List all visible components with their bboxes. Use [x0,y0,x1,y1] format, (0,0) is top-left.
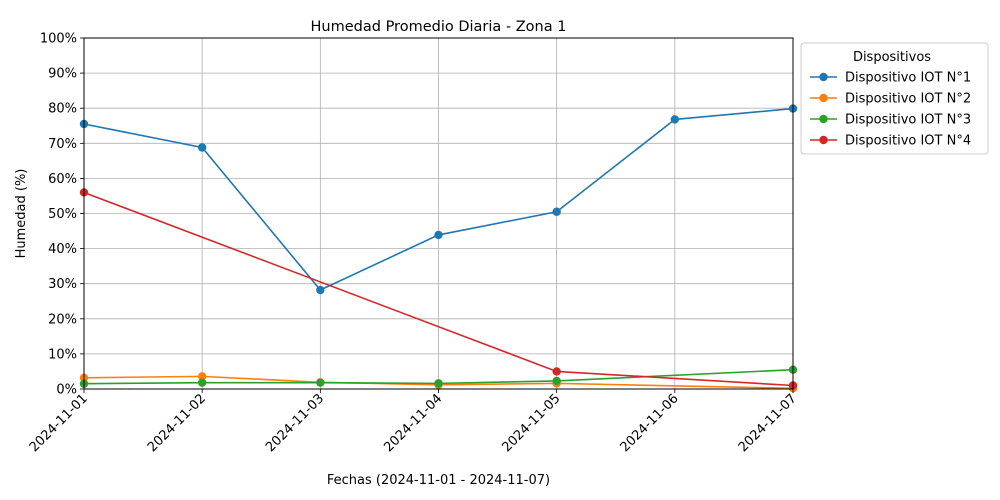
y-tick-label: 70% [48,137,77,152]
data-point [197,143,207,152]
series-layer [79,104,798,393]
data-point [316,285,325,295]
y-tick-label: 80% [48,102,77,117]
legend-marker [819,114,828,124]
y-tick-label: 60% [48,172,77,187]
y-tick-label: 40% [48,242,77,257]
legend-marker [819,93,828,103]
data-point [197,372,207,381]
legend-item: Dispositivo IOT N°4 [810,134,971,149]
x-axis-label: Fechas (2024-11-01 - 2024-11-07) [327,473,550,488]
data-point [434,379,443,388]
legend-item: Dispositivo IOT N°2 [810,92,971,107]
legend-label: Dispositivo IOT N°4 [845,134,971,149]
y-tick-label: 10% [48,347,77,362]
data-point [670,115,680,124]
y-tick-label: 20% [48,312,77,327]
legend: Dispositivos Dispositivo IOT N°1Disposit… [800,42,989,155]
data-point [552,207,561,216]
legend-label: Dispositivo IOT N°2 [845,92,971,107]
legend-items: Dispositivo IOT N°1 Dispositivo IOT N°2 Di… [810,71,971,149]
data-point [552,367,561,376]
legend-title: Dispositivos [853,50,931,65]
series-dispositivo-1 [79,104,798,295]
data-point [197,378,207,387]
series-line [83,368,794,385]
chart-title: Humedad Promedio Diaria - Zona 1 [311,19,567,35]
data-point [434,230,443,240]
legend-item: Dispositivo IOT N°1 [810,71,971,86]
y-tick-label: 30% [48,277,77,292]
data-point [316,378,325,387]
legend-marker [819,135,828,145]
y-tick-label: 90% [48,67,77,82]
y-axis-ticks: 0% 10% 20% 30% 40% 50% 60% 70% 80% 90% 100% [40,32,84,398]
legend-label: Dispositivo IOT N°3 [845,113,971,128]
legend-marker [819,72,828,82]
y-axis-label: Humedad (%) [14,169,29,259]
data-point [552,376,561,386]
legend-label: Dispositivo IOT N°1 [845,71,971,86]
y-tick-label: 0% [56,383,77,398]
y-tick-label: 50% [48,207,77,222]
legend-item: Dispositivo IOT N°3 [810,113,971,128]
y-tick-label: 100% [40,32,77,47]
legend-box [800,42,989,155]
